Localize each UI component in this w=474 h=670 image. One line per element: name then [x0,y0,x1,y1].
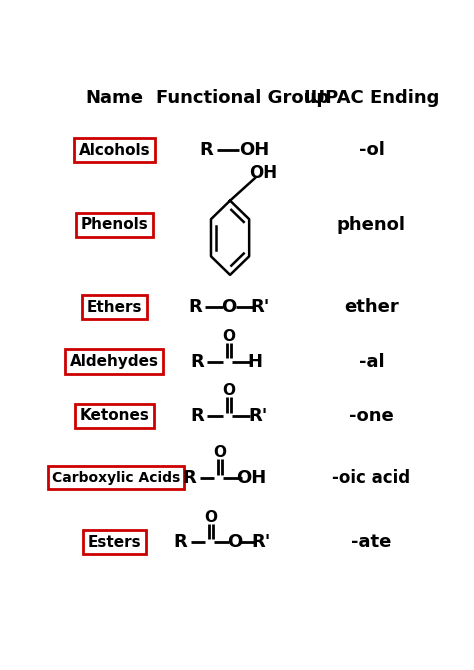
Text: -one: -one [349,407,394,425]
Text: R: R [188,298,202,316]
Text: R: R [199,141,213,159]
Text: R': R' [249,407,268,425]
Text: Esters: Esters [88,535,141,549]
Text: Phenols: Phenols [81,217,148,232]
Text: Ketones: Ketones [80,408,149,423]
Text: -ate: -ate [351,533,392,551]
Text: Alcohols: Alcohols [79,143,150,157]
Text: O: O [214,446,227,460]
Text: OH: OH [239,141,269,159]
Text: Ethers: Ethers [87,300,142,315]
Text: R': R' [252,533,271,551]
Text: OH: OH [249,164,278,182]
Text: -al: -al [359,352,384,371]
Text: R': R' [251,298,270,316]
Text: O: O [222,329,236,344]
Text: IUPAC Ending: IUPAC Ending [304,90,439,107]
Text: R: R [190,407,204,425]
Text: R: R [190,352,204,371]
Text: O: O [204,510,218,525]
Text: phenol: phenol [337,216,406,234]
Text: Name: Name [85,90,143,107]
Text: OH: OH [236,468,266,486]
Text: -oic acid: -oic acid [332,468,410,486]
Text: O: O [221,298,237,316]
Text: O: O [227,533,242,551]
Text: R: R [173,533,187,551]
Text: -ol: -ol [358,141,384,159]
Text: Functional Group: Functional Group [156,90,329,107]
Text: H: H [247,352,262,371]
Text: ether: ether [344,298,399,316]
Text: O: O [222,383,236,399]
Text: Carboxylic Acids: Carboxylic Acids [52,470,180,484]
Text: R: R [183,468,197,486]
Text: Aldehydes: Aldehydes [70,354,159,369]
